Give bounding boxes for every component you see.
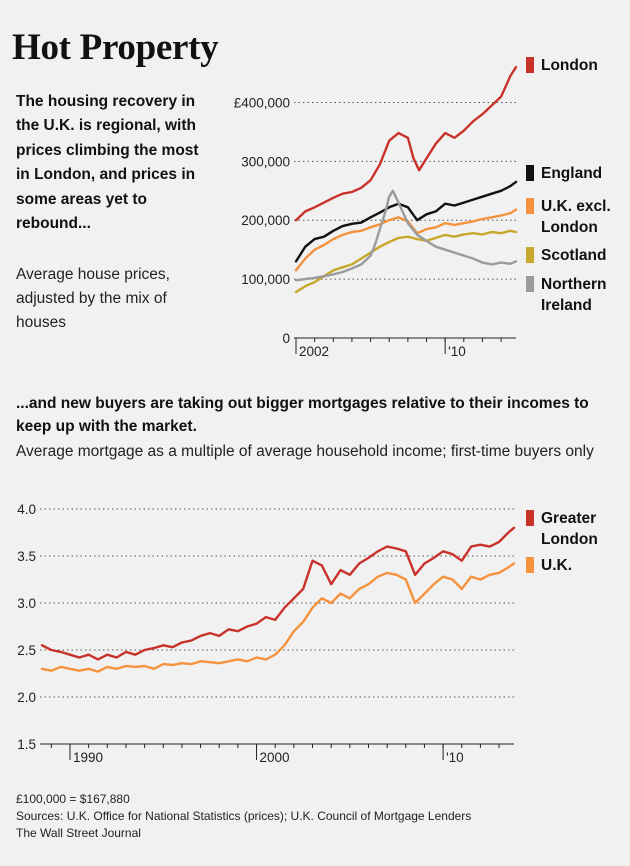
chart2-y-tick-label: 3.5	[17, 549, 36, 564]
chart1-legend-label-u-k-excl-london: London	[541, 219, 598, 236]
house-price-chart: 0 100,000 200,000 300,000 £400,000 2002 '10 Lon…	[234, 57, 611, 359]
currency-conversion-note: £100,000 = $167,880	[16, 792, 130, 806]
footer: £100,000 = $167,880 Sources: U.K. Office…	[16, 791, 471, 842]
chart1-y-tick-label: 0	[282, 331, 290, 346]
chart2-x-tick-label: 1990	[73, 750, 103, 765]
intro-text: The housing recovery in the U.K. is regi…	[16, 93, 199, 233]
chart1-legend-label-northern-ireland: Ireland	[541, 297, 592, 314]
chart1-legend-label-london: London	[541, 57, 598, 74]
chart2-y-tick-label: 2.0	[17, 690, 36, 705]
chart2-subtitle: Average mortgage as a multiple of averag…	[16, 443, 594, 460]
chart1-series-scotland	[294, 229, 518, 294]
chart1-legend-label-u-k-excl-london: U.K. excl.	[541, 198, 611, 215]
chart1-y-tick-label: £400,000	[234, 95, 290, 110]
chart2-legend-label-greater-london: Greater	[541, 510, 596, 527]
sources-note: Sources: U.K. Office for National Statis…	[16, 809, 472, 823]
chart1-legend-swatch-london	[526, 57, 534, 73]
chart1-legend-label-northern-ireland: Northern	[541, 276, 606, 293]
chart2-legend-swatch-u-k	[526, 557, 534, 573]
chart1-series-northern-ireland	[294, 189, 518, 282]
chart1-series-london	[294, 65, 518, 222]
chart1-y-tick-label: 100,000	[241, 272, 290, 287]
mortgage-deck: ...and new buyers are taking out bigger …	[16, 395, 589, 435]
publisher-credit: The Wall Street Journal	[16, 826, 141, 840]
chart2-legend-swatch-greater-london	[526, 510, 534, 526]
chart2-y-tick-label: 1.5	[17, 737, 36, 752]
chart2-legend-label-greater-london: London	[541, 531, 598, 548]
chart1-x-tick-label: 2002	[299, 344, 329, 359]
chart2-x-tick-label: '10	[446, 750, 464, 765]
chart2-y-tick-label: 4.0	[17, 502, 36, 517]
chart2-series-u-k	[40, 562, 516, 673]
chart1-legend-swatch-england	[526, 165, 534, 181]
chart1-legend-swatch-northern-ireland	[526, 276, 534, 292]
chart1-legend-label-england: England	[541, 165, 602, 182]
chart1-subtitle: Average house prices, adjusted by the mi…	[16, 266, 170, 331]
chart1-y-tick-label: 200,000	[241, 213, 290, 228]
chart2-series-greater-london	[40, 526, 516, 661]
chart2-y-tick-label: 2.5	[17, 643, 36, 658]
chart1-y-tick-label: 300,000	[241, 154, 290, 169]
chart1-legend-label-scotland: Scotland	[541, 247, 606, 264]
chart1-series-england	[294, 180, 518, 263]
chart2-x-tick-label: 2000	[260, 750, 290, 765]
chart1-legend-swatch-scotland	[526, 247, 534, 263]
chart2-legend-label-u-k: U.K.	[541, 557, 572, 574]
chart1-x-tick-label: '10	[448, 344, 466, 359]
page-title: Hot Property	[12, 27, 219, 68]
chart2-y-tick-label: 3.0	[17, 596, 36, 611]
chart1-legend-swatch-u-k-excl-london	[526, 198, 534, 214]
